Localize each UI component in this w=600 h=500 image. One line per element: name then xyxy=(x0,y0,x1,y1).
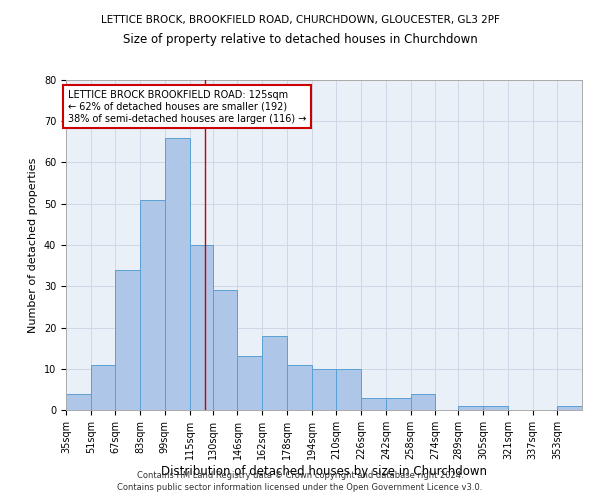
Bar xyxy=(115,270,140,410)
Bar xyxy=(140,200,165,410)
Text: LETTICE BROCK, BROOKFIELD ROAD, CHURCHDOWN, GLOUCESTER, GL3 2PF: LETTICE BROCK, BROOKFIELD ROAD, CHURCHDO… xyxy=(101,15,499,25)
Bar xyxy=(66,394,91,410)
Bar xyxy=(190,245,213,410)
Bar xyxy=(213,290,238,410)
Bar xyxy=(557,406,582,410)
Text: Contains HM Land Registry data © Crown copyright and database right 2024.: Contains HM Land Registry data © Crown c… xyxy=(137,471,463,480)
Bar xyxy=(287,364,311,410)
Text: Size of property relative to detached houses in Churchdown: Size of property relative to detached ho… xyxy=(122,32,478,46)
Bar xyxy=(337,369,361,410)
Bar xyxy=(238,356,262,410)
Bar xyxy=(262,336,287,410)
Bar xyxy=(311,369,337,410)
Bar xyxy=(458,406,483,410)
Bar xyxy=(91,364,115,410)
Bar xyxy=(410,394,435,410)
X-axis label: Distribution of detached houses by size in Churchdown: Distribution of detached houses by size … xyxy=(161,464,487,477)
Bar xyxy=(386,398,410,410)
Bar xyxy=(483,406,508,410)
Bar xyxy=(361,398,386,410)
Y-axis label: Number of detached properties: Number of detached properties xyxy=(28,158,38,332)
Text: Contains public sector information licensed under the Open Government Licence v3: Contains public sector information licen… xyxy=(118,484,482,492)
Bar xyxy=(165,138,190,410)
Text: LETTICE BROCK BROOKFIELD ROAD: 125sqm
← 62% of detached houses are smaller (192): LETTICE BROCK BROOKFIELD ROAD: 125sqm ← … xyxy=(68,90,306,124)
